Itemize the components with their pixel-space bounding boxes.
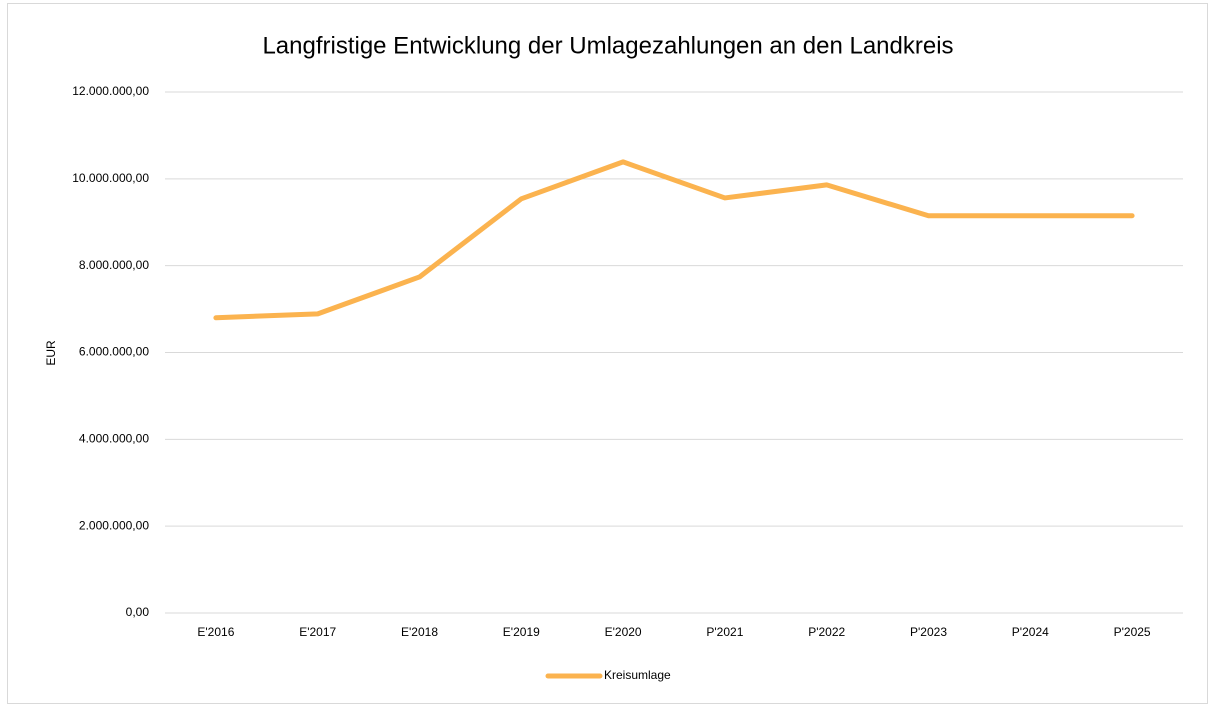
y-tick-label: 12.000.000,00 — [72, 84, 149, 98]
legend-label: Kreisumlage — [604, 668, 671, 682]
y-tick-label: 6.000.000,00 — [79, 345, 149, 359]
chart-title: Langfristige Entwicklung der Umlagezahlu… — [262, 32, 953, 59]
x-tick-label: P'2022 — [808, 625, 845, 639]
y-tick-label: 4.000.000,00 — [79, 432, 149, 446]
x-tick-label: E'2016 — [197, 625, 234, 639]
x-tick-label: P'2023 — [910, 625, 947, 639]
x-tick-label: E'2020 — [605, 625, 642, 639]
y-axis-label: EUR — [44, 340, 58, 366]
y-tick-label: 10.000.000,00 — [72, 171, 149, 185]
y-tick-label: 8.000.000,00 — [79, 258, 149, 272]
chart-frame — [7, 3, 1208, 704]
x-tick-label: P'2025 — [1114, 625, 1151, 639]
y-tick-label: 0,00 — [126, 605, 150, 619]
x-tick-label: P'2024 — [1012, 625, 1049, 639]
x-tick-label: E'2018 — [401, 625, 438, 639]
x-tick-label: E'2019 — [503, 625, 540, 639]
data-line — [213, 159, 1135, 321]
x-tick-label: E'2017 — [299, 625, 336, 639]
x-tick-label: P'2021 — [706, 625, 743, 639]
y-tick-label: 2.000.000,00 — [79, 518, 149, 532]
